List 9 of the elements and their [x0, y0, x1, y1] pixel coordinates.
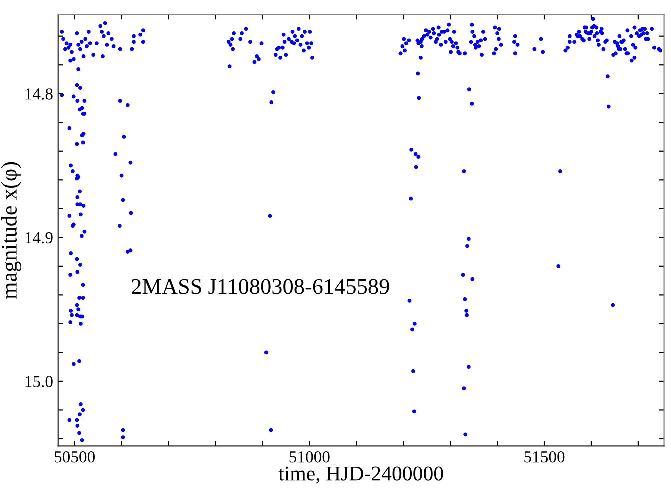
- x-tick-label: 50500: [54, 452, 96, 463]
- annotation: 2MASS J11080308-6145589: [132, 279, 390, 294]
- y-tick-label: 14.9: [26, 232, 53, 244]
- y-tick-label: 15.0: [26, 376, 53, 388]
- x-tick-label: 51500: [524, 452, 565, 463]
- y-axis-title: magnitude x(φ): [1, 162, 22, 300]
- x-axis-title: time, HJD-2400000: [278, 466, 444, 484]
- y-tick-label: 14.8: [26, 88, 53, 100]
- x-tick-label: 51000: [290, 452, 330, 463]
